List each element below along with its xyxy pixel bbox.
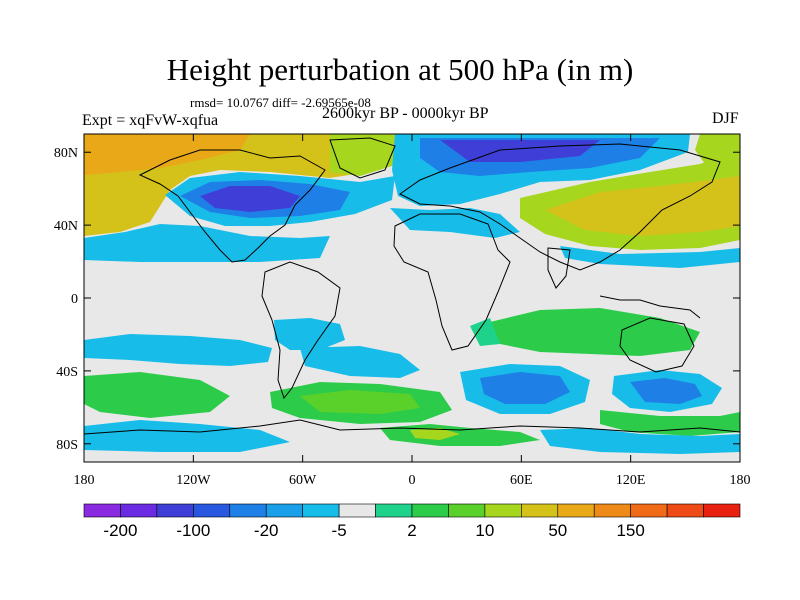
colorbar-swatch — [229, 503, 267, 518]
south-atlantic-positive-core — [300, 390, 420, 414]
colorbar-label: 2 — [407, 521, 416, 540]
colorbar: -200 -100 -20 -5 2 10 50 150 — [83, 503, 741, 540]
lon-tick-label: 180 — [730, 473, 751, 488]
colorbar-swatch — [521, 503, 559, 518]
lon-tick-label: 60E — [510, 473, 533, 488]
colorbar-swatch — [265, 503, 303, 518]
lat-tick-label: 80S — [56, 438, 78, 453]
colorbar-swatch — [120, 503, 158, 518]
colorbar-label: -100 — [176, 521, 210, 540]
arctic-positive-core — [84, 134, 250, 175]
colorbar-label: -5 — [332, 521, 347, 540]
australia-coast — [619, 317, 695, 373]
north-america-coast — [138, 149, 326, 263]
experiment-label: Expt = xqFvW-xqfua — [82, 112, 219, 129]
colorbar-swatch — [156, 503, 194, 518]
colorbar-swatch — [338, 503, 376, 518]
asia-positive-core — [545, 176, 740, 236]
antarctica-coast — [84, 419, 740, 435]
antarctic-negative-east — [540, 428, 740, 454]
colorbar-swatch — [703, 503, 741, 518]
colorbar-swatch — [666, 503, 704, 518]
namerica-negative-core — [200, 186, 300, 212]
lon-tick-label: 120W — [176, 473, 211, 488]
lat-tick-label: 0 — [71, 292, 78, 307]
colorbar-swatch — [411, 503, 449, 518]
colorbar-swatch — [83, 503, 121, 518]
height-field — [84, 134, 740, 462]
lon-tick-label: 60W — [289, 473, 317, 488]
colorbar-label: 10 — [475, 521, 494, 540]
eurasia-coast — [399, 143, 721, 271]
south-west-pacific-positive — [84, 372, 230, 418]
colorbar-label: 150 — [616, 521, 644, 540]
india-coast — [547, 247, 571, 289]
south-indian-negative-core — [480, 372, 570, 404]
latitude-axis: 80N 40N 0 40S 80S — [54, 146, 740, 453]
south-africa-positive — [490, 308, 700, 356]
south-pacific-east-core — [630, 378, 702, 404]
lat-tick-label: 80N — [54, 146, 78, 161]
colorbar-swatch — [593, 503, 631, 518]
season-label: DJF — [712, 110, 739, 127]
map-title: Height perturbation at 500 hPa (in m) — [166, 52, 634, 87]
lat-tick-label: 40S — [56, 365, 78, 380]
africa-coast — [393, 213, 511, 351]
greenland-coast — [329, 137, 396, 179]
indonesia-coast — [599, 295, 701, 319]
period-label: 2600kyr BP - 0000kyr BP — [322, 105, 489, 122]
coastlines — [84, 137, 740, 435]
longitude-axis: 180 120W 60W 0 60E 120E 180 — [74, 134, 751, 488]
arctic-east-positive — [695, 134, 740, 164]
colorbar-swatch — [375, 503, 413, 518]
east-asia-negative-fringe — [560, 246, 740, 268]
south-pacific-negative — [84, 334, 272, 366]
colorbar-swatch — [557, 503, 595, 518]
south-america-negative — [274, 318, 345, 350]
colorbar-label: -20 — [254, 521, 279, 540]
colorbar-swatch — [484, 503, 522, 518]
south-america-coast — [261, 261, 341, 400]
lon-tick-label: 0 — [409, 473, 416, 488]
colorbar-swatch — [193, 503, 231, 518]
atlantic-negative-fringe — [390, 208, 520, 238]
colorbar-label: 50 — [548, 521, 567, 540]
pacific-negative-fringe — [84, 224, 330, 262]
lon-tick-label: 180 — [74, 473, 95, 488]
colorbar-swatch — [630, 503, 668, 518]
greenland-positive — [330, 134, 400, 176]
lat-tick-label: 40N — [54, 219, 78, 234]
lon-tick-label: 120E — [616, 473, 646, 488]
colorbar-label: -200 — [103, 521, 137, 540]
stats-label: rmsd= 10.0767 diff= -2.69565e-08 — [190, 95, 371, 110]
south-africa-positive-light — [470, 318, 500, 346]
south-atlantic-negative — [300, 346, 420, 378]
colorbar-swatch — [448, 503, 486, 518]
antarctic-positive-core — [410, 428, 460, 440]
colorbar-swatch — [302, 503, 340, 518]
south-east-positive — [600, 410, 740, 436]
